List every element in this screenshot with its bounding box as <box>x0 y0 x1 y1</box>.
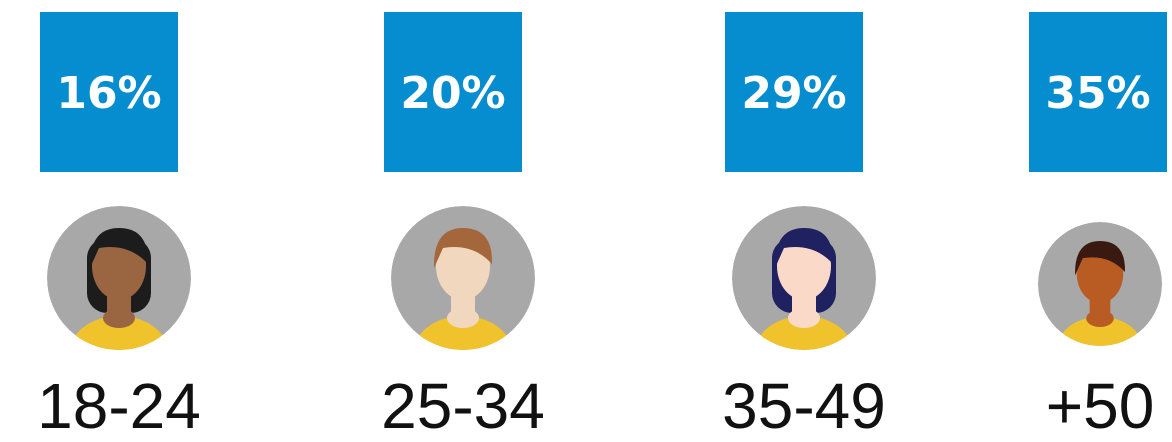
age-group: 29% 35-49 <box>722 12 886 442</box>
hair <box>433 228 493 268</box>
neck-cut <box>447 308 479 328</box>
shirt <box>756 316 852 350</box>
hair <box>1075 240 1125 276</box>
age-group: 35% +50 <box>1029 12 1167 442</box>
share-box <box>40 12 178 172</box>
neck-cut <box>103 308 135 328</box>
share-box <box>1029 12 1167 172</box>
shirt <box>415 316 511 350</box>
share-box <box>725 12 863 172</box>
shirt <box>71 316 167 350</box>
share-label: 29% <box>741 68 846 119</box>
share-label: 20% <box>400 68 505 119</box>
shirt <box>1058 316 1142 346</box>
avatar <box>1038 222 1162 346</box>
hair <box>89 228 149 268</box>
neck-cut <box>788 308 820 328</box>
age-group: 20% 25-34 <box>381 12 545 442</box>
avatar <box>732 206 876 350</box>
hair <box>774 228 834 268</box>
age-label: 35-49 <box>722 370 886 442</box>
avatar <box>47 206 191 350</box>
share-label: 35% <box>1045 68 1150 119</box>
neck-cut <box>1086 309 1114 328</box>
age-label: 25-34 <box>381 370 545 442</box>
age-group: 16% 18-24 <box>37 12 201 442</box>
share-box <box>384 12 522 172</box>
age-label: +50 <box>1046 370 1155 442</box>
share-label: 16% <box>56 68 161 119</box>
avatar <box>391 206 535 350</box>
age-label: 18-24 <box>37 370 201 442</box>
